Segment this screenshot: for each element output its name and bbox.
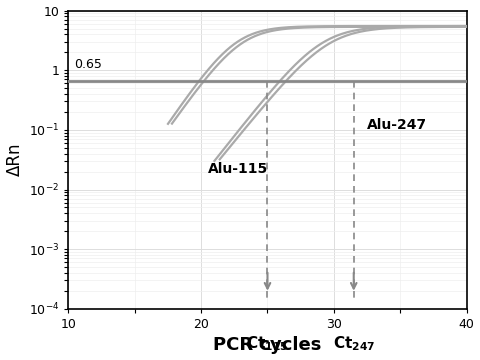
X-axis label: PCR cycles: PCR cycles	[213, 337, 322, 355]
Text: $\mathbf{Ct_{247}}$: $\mathbf{Ct_{247}}$	[333, 334, 375, 353]
Y-axis label: ΔRn: ΔRn	[6, 143, 24, 176]
Text: 0.65: 0.65	[74, 58, 102, 71]
Text: $\mathbf{Ct_{115}}$: $\mathbf{Ct_{115}}$	[246, 334, 288, 353]
Text: Alu-247: Alu-247	[367, 118, 427, 132]
Text: Alu-115: Alu-115	[208, 162, 268, 176]
